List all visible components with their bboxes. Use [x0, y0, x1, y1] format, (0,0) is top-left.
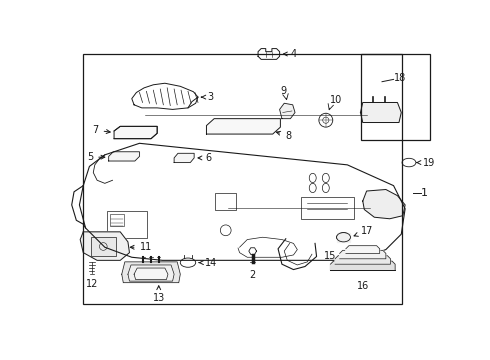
Bar [301, 197, 354, 219]
Text: 7: 7 [93, 125, 110, 135]
Text: 8: 8 [276, 131, 291, 141]
Text: 2: 2 [249, 270, 256, 280]
Bar [110, 214, 124, 226]
Polygon shape [361, 103, 401, 122]
Text: 5: 5 [87, 152, 105, 162]
Polygon shape [174, 153, 194, 163]
Polygon shape [122, 262, 180, 283]
Text: 11: 11 [130, 242, 152, 252]
Text: 1: 1 [421, 188, 428, 198]
Bar [215, 193, 237, 210]
Text: 18: 18 [393, 73, 406, 83]
Text: 13: 13 [152, 286, 165, 303]
Text: 4: 4 [284, 49, 296, 59]
Text: 17: 17 [354, 226, 373, 236]
Text: 9: 9 [280, 86, 287, 95]
Text: 16: 16 [357, 281, 369, 291]
Text: 3: 3 [201, 92, 213, 102]
Text: 15: 15 [324, 252, 337, 261]
Polygon shape [280, 103, 295, 119]
Text: 10: 10 [330, 95, 342, 105]
Polygon shape [340, 250, 386, 259]
Bar [361, 54, 430, 140]
Polygon shape [80, 232, 129, 260]
Text: 12: 12 [86, 279, 98, 289]
Polygon shape [109, 152, 140, 161]
Bar [91, 237, 116, 256]
Text: 14: 14 [199, 258, 217, 267]
Text: 19: 19 [417, 158, 435, 167]
Polygon shape [363, 189, 405, 219]
Polygon shape [335, 256, 391, 264]
Bar [107, 211, 147, 238]
Polygon shape [206, 119, 280, 134]
Polygon shape [134, 268, 168, 280]
Polygon shape [128, 265, 174, 281]
Bar [83, 54, 402, 304]
Polygon shape [330, 261, 395, 270]
Polygon shape [114, 126, 157, 139]
Text: 6: 6 [198, 153, 212, 163]
Polygon shape [346, 246, 380, 253]
Polygon shape [337, 233, 350, 242]
